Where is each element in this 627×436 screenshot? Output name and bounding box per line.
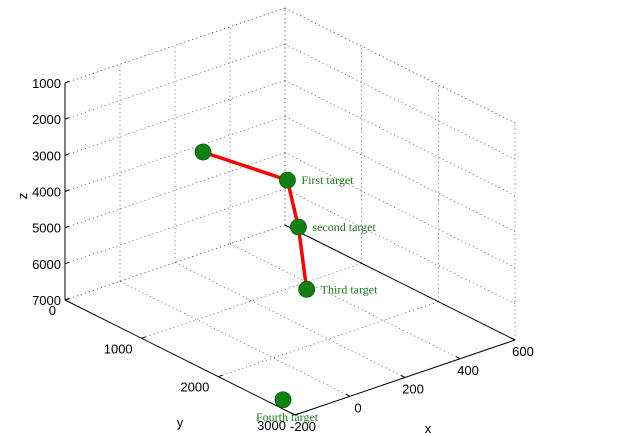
- path-point: [290, 219, 306, 235]
- tick-mark: [65, 226, 69, 228]
- grid-line: [218, 302, 438, 377]
- path-segment: [298, 227, 306, 289]
- path-segment: [203, 152, 287, 180]
- grid-line: [175, 263, 405, 378]
- grid-line: [65, 8, 285, 83]
- y-axis-label: y: [177, 415, 184, 430]
- path-point: [279, 172, 295, 188]
- x-tick-label: 400: [457, 363, 479, 378]
- y-axis-line: [65, 300, 295, 415]
- z-tick-label: 3000: [32, 148, 61, 163]
- tick-mark: [142, 337, 146, 339]
- y-tick-label: 1000: [104, 341, 133, 356]
- target-point: [275, 392, 291, 408]
- path-series: First target second target Third target Fou…: [195, 144, 378, 424]
- z-tick-label: 2000: [32, 112, 61, 127]
- tick-mark: [218, 375, 222, 377]
- tick-mark: [346, 394, 350, 396]
- tick-mark: [456, 357, 460, 359]
- z-axis-label: z: [15, 193, 30, 200]
- target-label: second target: [312, 220, 376, 234]
- tick-mark: [65, 82, 69, 84]
- target-label: First target: [301, 173, 354, 187]
- z-tick-label: 6000: [32, 257, 61, 272]
- path-point: [299, 281, 315, 297]
- z-tick-label: 5000: [32, 221, 61, 236]
- target-label: Fourth target: [256, 410, 319, 424]
- y-tick-label: 2000: [180, 380, 209, 395]
- tick-labels: 1000200030004000500060007000010002000300…: [32, 76, 534, 434]
- z-tick-label: 7000: [32, 293, 61, 308]
- grid-line: [285, 8, 515, 123]
- tick-mark: [511, 338, 515, 340]
- tick-mark: [65, 262, 69, 264]
- target-label: Third target: [321, 282, 378, 296]
- x-axis-label: x: [425, 421, 432, 436]
- path-point: [195, 144, 211, 160]
- grid-line: [285, 153, 515, 268]
- tick-mark: [65, 299, 69, 301]
- x-tick-label: 600: [512, 344, 534, 359]
- axes-box: [65, 82, 515, 416]
- x-tick-label: 0: [354, 400, 361, 415]
- grid-line: [285, 44, 515, 159]
- floor-edge-line: [285, 225, 515, 340]
- tick-mark: [65, 154, 69, 156]
- y-tick-label: 0: [49, 303, 56, 318]
- tick-mark: [401, 376, 405, 378]
- grid-line: [142, 263, 362, 338]
- grid-line: [65, 189, 285, 264]
- grid-line: [230, 244, 460, 359]
- x-tick-label: 200: [402, 382, 424, 397]
- z-tick-label: 1000: [32, 76, 61, 91]
- grid-line: [285, 189, 515, 304]
- z-tick-label: 4000: [32, 185, 61, 200]
- tick-mark: [65, 118, 69, 120]
- tick-mark: [65, 190, 69, 192]
- grid-line: [120, 281, 350, 396]
